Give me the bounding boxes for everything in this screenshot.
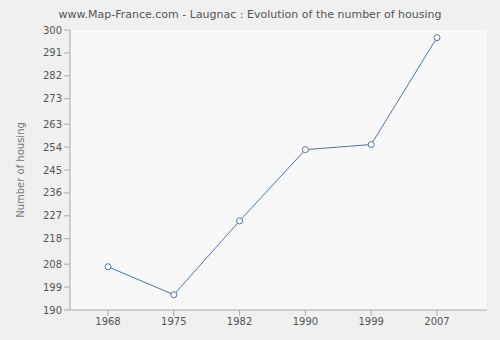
svg-text:263: 263: [43, 119, 62, 130]
svg-text:190: 190: [43, 305, 62, 316]
html-text:www.Map-France.com - Laugnac :: www.Map-France.com - Laugnac : Evolution…: [58, 8, 442, 21]
svg-text:1982: 1982: [227, 316, 252, 327]
svg-text:208: 208: [43, 259, 62, 270]
svg-text:Number of housing: Number of housing: [15, 122, 26, 218]
svg-text:2007: 2007: [424, 316, 449, 327]
svg-text:282: 282: [43, 70, 62, 81]
svg-text:218: 218: [43, 233, 62, 244]
svg-text:236: 236: [43, 187, 62, 198]
svg-text:245: 245: [43, 165, 62, 176]
svg-text:1999: 1999: [358, 316, 383, 327]
svg-text:1975: 1975: [161, 316, 186, 327]
svg-text:291: 291: [43, 47, 62, 58]
svg-text:227: 227: [43, 210, 62, 221]
svg-text:1990: 1990: [293, 316, 318, 327]
svg-text:199: 199: [43, 282, 62, 293]
svg-text:254: 254: [43, 142, 62, 153]
svg-text:300: 300: [43, 25, 62, 36]
svg-text:1968: 1968: [95, 316, 120, 327]
svg-text:273: 273: [43, 93, 62, 104]
